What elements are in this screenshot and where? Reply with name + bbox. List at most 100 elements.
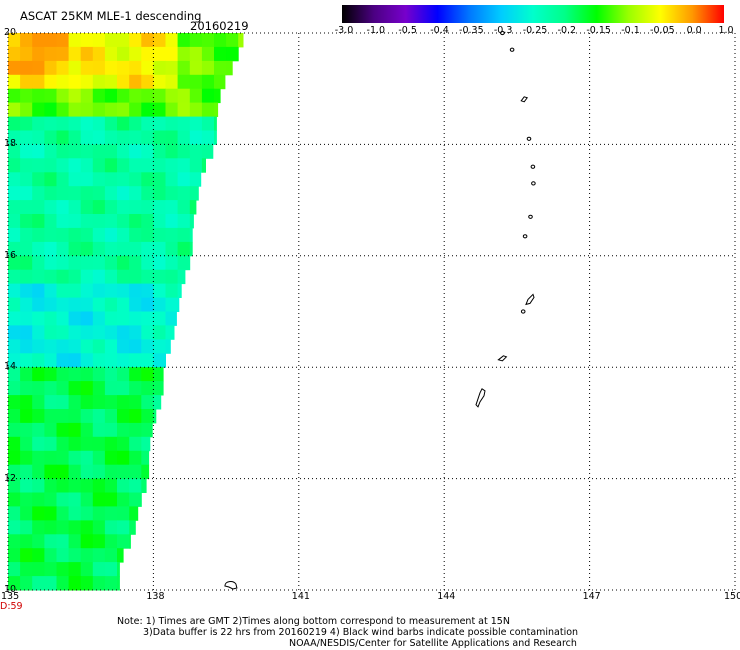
data-cell — [56, 241, 70, 257]
data-cell — [32, 311, 45, 326]
data-cell — [44, 562, 57, 577]
data-cell — [141, 214, 154, 229]
data-cell — [68, 186, 82, 201]
data-cell — [8, 74, 21, 90]
data-cell — [189, 158, 203, 173]
island-outline — [500, 30, 505, 36]
data-cell — [104, 158, 118, 173]
x-tick-label: 147 — [582, 591, 601, 602]
data-cell — [104, 102, 118, 117]
y-tick-label: 20 — [4, 27, 17, 38]
data-cell — [68, 227, 82, 243]
data-cell — [8, 478, 21, 493]
data-cell — [8, 534, 21, 549]
data-cell — [68, 46, 82, 62]
data-cell — [8, 562, 21, 577]
data-cell — [20, 506, 33, 521]
data-cell — [92, 116, 106, 131]
data-cell — [68, 395, 82, 410]
data-cell — [117, 478, 130, 493]
data-cell — [104, 436, 118, 452]
data-cell — [189, 102, 203, 117]
data-cell — [177, 102, 191, 117]
data-cell — [32, 436, 45, 452]
lat-lon-grid — [7, 32, 736, 591]
data-cell — [32, 325, 45, 340]
data-cell — [32, 339, 45, 354]
data-cell — [104, 492, 118, 507]
data-cell — [20, 339, 33, 354]
data-cell — [214, 46, 227, 62]
data-cell — [68, 269, 82, 285]
data-cell — [8, 116, 21, 131]
data-cell — [56, 297, 70, 312]
data-cell — [80, 534, 94, 549]
data-cell — [117, 283, 130, 298]
color-scale-bar — [342, 5, 724, 23]
data-cell — [214, 102, 219, 117]
data-cell — [56, 506, 70, 521]
data-cell — [92, 269, 106, 285]
data-cell — [117, 297, 130, 312]
data-cell — [20, 297, 33, 312]
data-cell — [153, 74, 166, 90]
data-cell — [153, 60, 166, 76]
data-cell — [8, 311, 21, 326]
data-cell — [117, 255, 130, 271]
data-cell — [117, 325, 130, 340]
data-cell — [20, 33, 33, 48]
data-cell — [165, 60, 179, 76]
x-tick-label: 138 — [146, 591, 165, 602]
data-cell — [44, 478, 57, 493]
data-cell — [8, 46, 21, 62]
data-cell — [129, 88, 142, 104]
data-cell — [189, 144, 203, 159]
data-cell — [189, 172, 202, 187]
data-cell — [32, 464, 45, 480]
data-cell — [104, 339, 118, 354]
data-cell — [44, 311, 57, 326]
data-cell — [165, 130, 179, 145]
data-cell — [141, 436, 151, 452]
data-cell — [56, 144, 70, 159]
data-cell — [44, 200, 57, 215]
data-cell — [165, 88, 179, 104]
data-cell — [8, 464, 21, 480]
data-cell — [56, 214, 70, 229]
data-cell — [8, 130, 21, 145]
data-cell — [92, 353, 106, 368]
data-cell — [44, 325, 57, 340]
data-cell — [68, 172, 82, 187]
data-cell — [20, 534, 33, 549]
data-cell — [8, 102, 21, 117]
data-cell — [117, 353, 130, 368]
data-cell — [20, 130, 33, 145]
data-cell — [141, 311, 154, 326]
data-cell — [165, 74, 179, 90]
data-cell — [92, 241, 106, 257]
island-outline — [520, 96, 529, 103]
data-cell — [44, 492, 57, 507]
data-cell — [44, 60, 57, 76]
island-outline — [509, 47, 515, 52]
data-cell — [141, 422, 153, 438]
data-cell — [20, 325, 33, 340]
data-cell — [20, 562, 33, 577]
data-cell — [153, 214, 166, 229]
data-cell — [8, 297, 21, 312]
data-cell — [44, 269, 57, 285]
data-cell — [201, 88, 215, 104]
data-cell — [8, 172, 21, 187]
data-cell — [104, 227, 118, 243]
data-cell — [80, 200, 94, 215]
data-cell — [80, 172, 94, 187]
data-cell — [129, 214, 142, 229]
data-cell — [8, 227, 21, 243]
data-cell — [104, 534, 118, 549]
color-scale-label: -0.35 — [459, 25, 484, 36]
data-cell — [44, 422, 57, 438]
data-cell — [92, 102, 106, 117]
data-cell — [165, 311, 177, 326]
data-cell — [189, 60, 203, 76]
data-cell — [165, 186, 179, 201]
